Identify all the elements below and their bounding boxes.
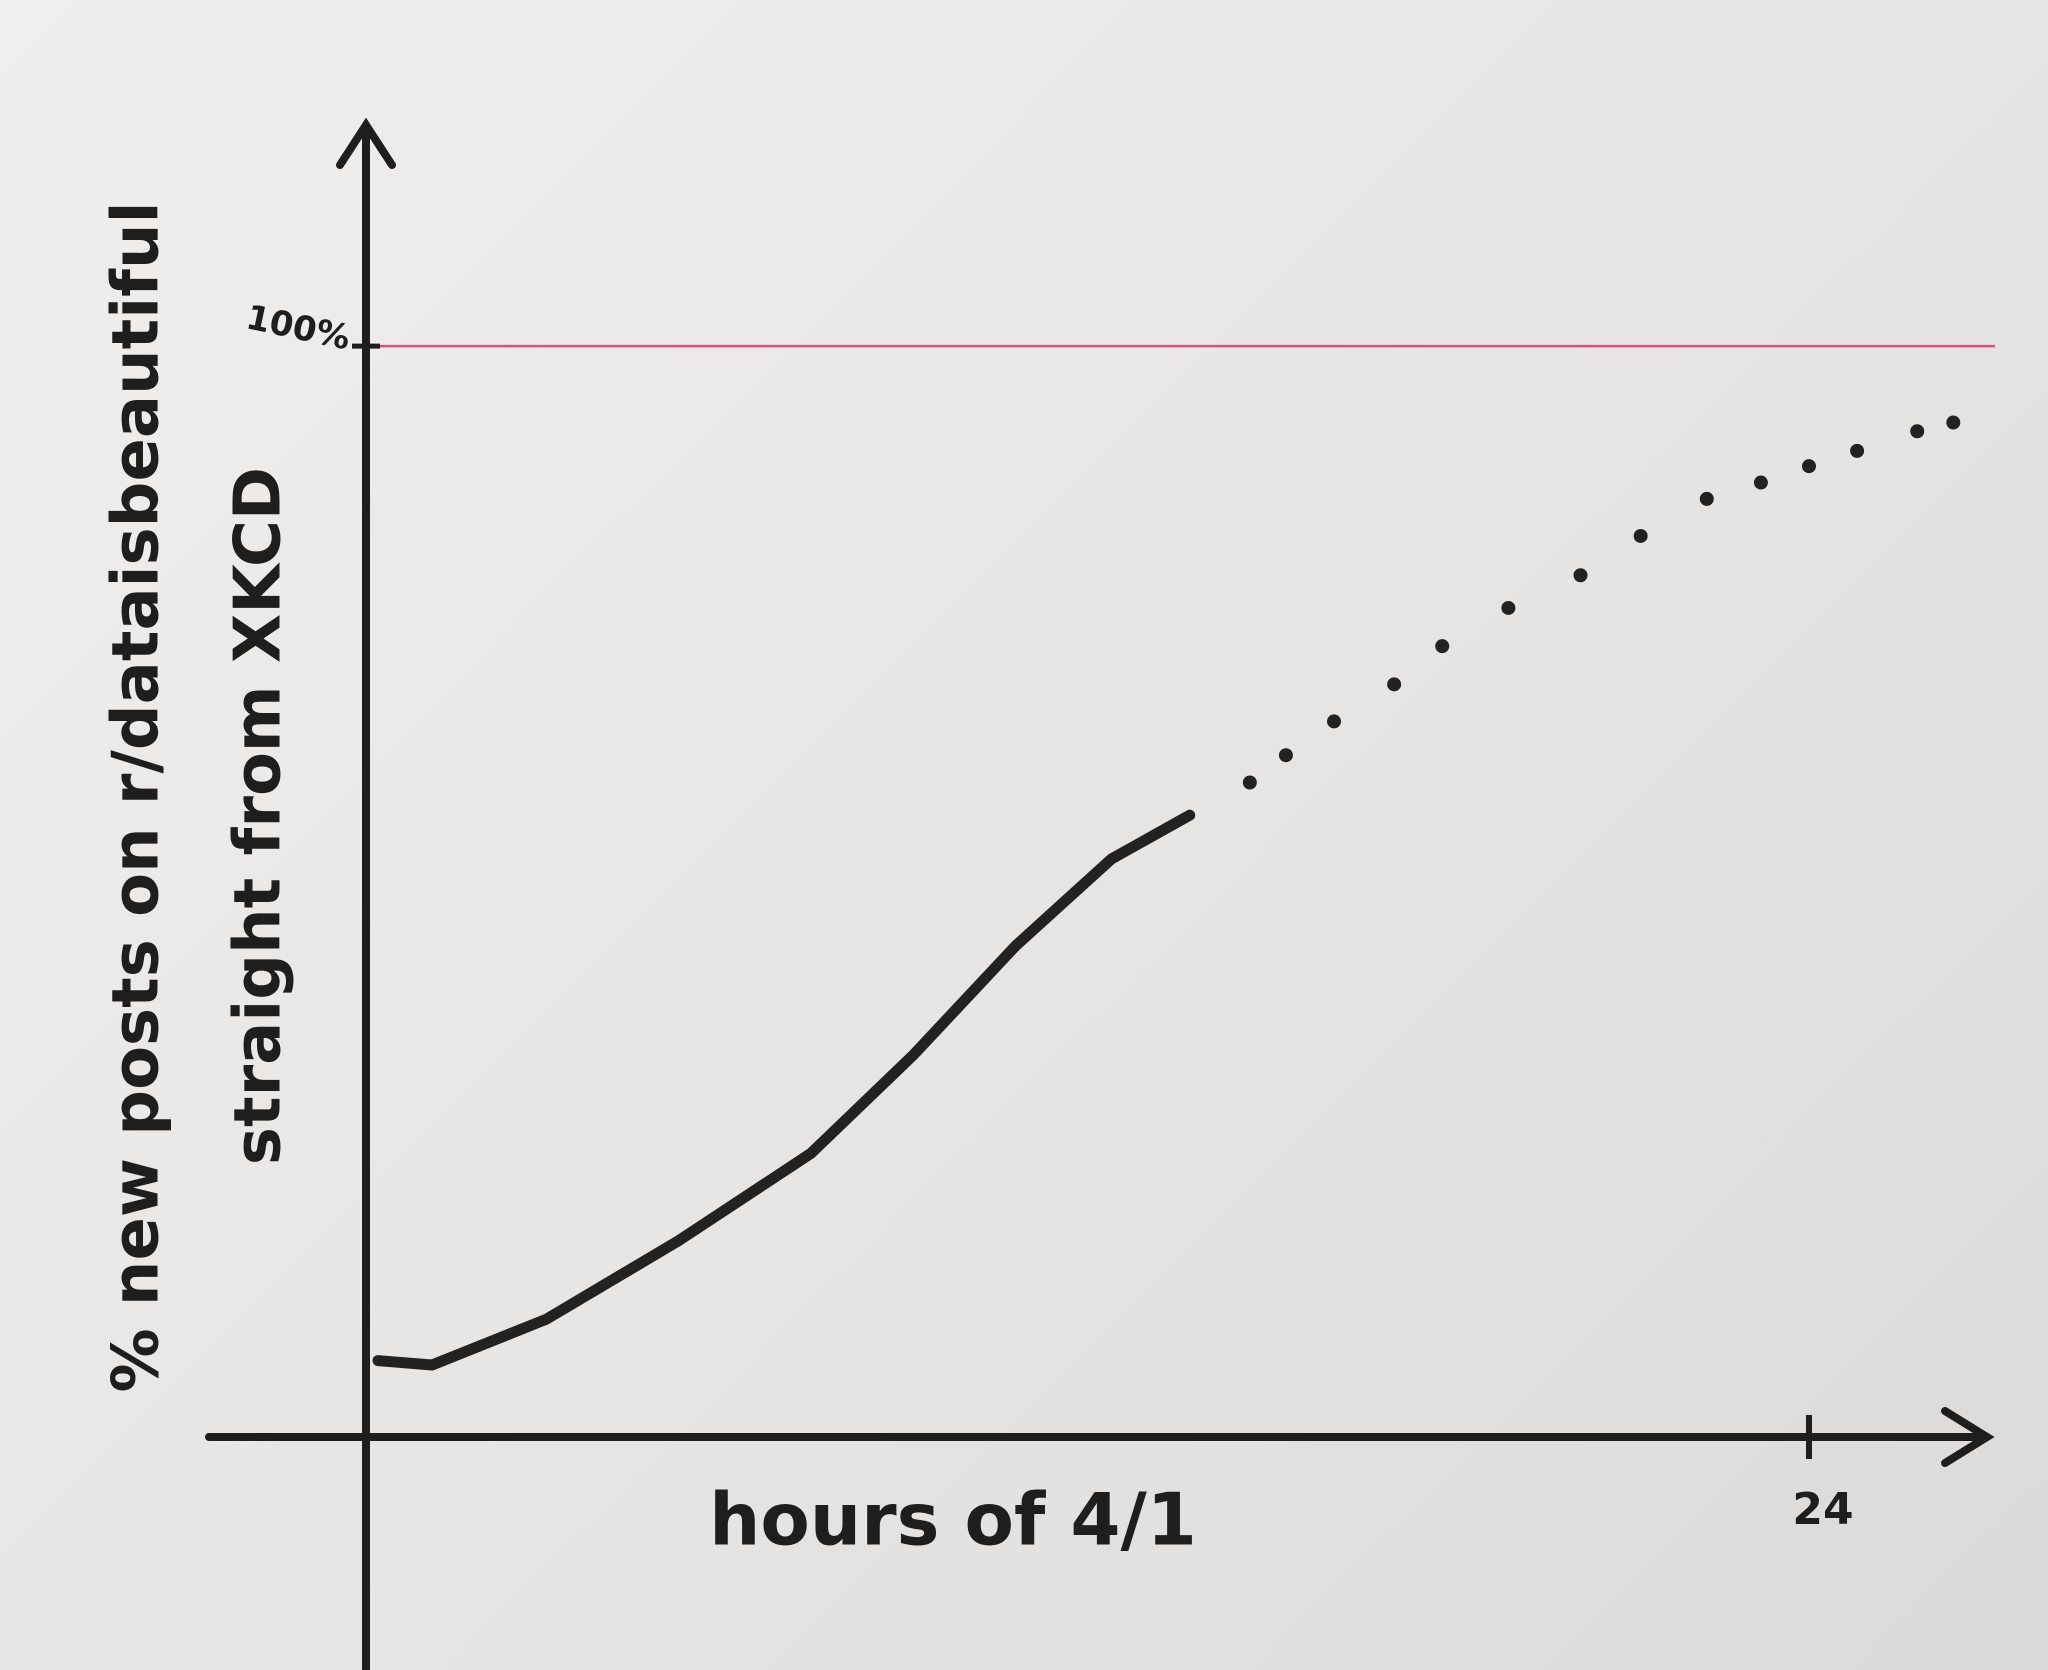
axes xyxy=(205,117,1995,1670)
y-axis-arrow xyxy=(336,117,396,169)
data-point xyxy=(1327,714,1342,729)
data-point xyxy=(1753,475,1768,490)
data-point xyxy=(1278,748,1293,763)
data-point xyxy=(1387,677,1402,692)
data-point xyxy=(1633,528,1648,543)
data-point xyxy=(1699,491,1714,506)
data-point xyxy=(1501,600,1516,615)
data-point xyxy=(1802,459,1816,474)
x-axis-arrow xyxy=(1941,1407,1995,1467)
data-point xyxy=(1573,568,1588,583)
data-line xyxy=(372,809,1196,1371)
data-point xyxy=(1910,424,1925,439)
x-axis-label: hours of 4/1 xyxy=(709,1478,1197,1562)
data-point xyxy=(1242,775,1257,790)
y-tick-label: 100% xyxy=(243,297,354,358)
x-tick-label: 24 xyxy=(1792,1484,1853,1535)
y-axis-label: straight from XKCD xyxy=(222,467,296,1165)
y-axis-label: % new posts on r/dataisbeautiful xyxy=(100,201,174,1392)
data-point xyxy=(1946,415,1961,430)
data-point xyxy=(1850,443,1865,458)
data-point xyxy=(1435,639,1450,654)
